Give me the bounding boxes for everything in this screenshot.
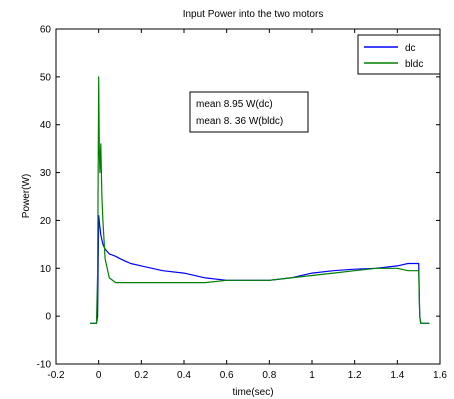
y-tick-label: 40: [40, 120, 52, 131]
y-tick-label: 10: [40, 264, 52, 275]
x-tick-label: 0.6: [220, 370, 234, 381]
x-tick-label: -0.2: [47, 370, 65, 381]
axes-frame: [55, 28, 441, 365]
y-tick-label: 30: [40, 168, 52, 179]
plot-area: -0.2 0 0.2 0.4 0.6 0.8 1 1.2 1.4 1.6 -10 0 10 20 30 40 5…: [37, 25, 448, 382]
x-tick-label: 0.8: [262, 370, 276, 381]
x-tick-label: 1.6: [433, 370, 447, 381]
annotation-box: mean 8.95 W(dc) mean 8. 36 W(bldc): [189, 91, 309, 133]
annotation-mean-dc: mean 8.95 W(dc): [196, 99, 273, 110]
y-tick-label: -10: [37, 360, 52, 371]
legend-label-dc: dc: [405, 43, 416, 54]
series-line-bldc: [90, 76, 430, 324]
series-line-dc: [90, 215, 430, 324]
x-axis-label: time(sec): [232, 387, 273, 398]
y-axis-label: Power(W): [21, 174, 32, 218]
legend-label-bldc: bldc: [405, 59, 423, 70]
annotation-box-frame: [189, 91, 309, 133]
chart-title: Input Power into the two motors: [183, 9, 324, 20]
x-tick-label: 0.4: [177, 370, 191, 381]
y-tick-label: 50: [40, 72, 52, 83]
y-tick-label: 20: [40, 216, 52, 227]
x-tick-label: 1.2: [348, 370, 362, 381]
legend: dc bldc: [357, 34, 441, 75]
y-tick-label: 0: [45, 312, 51, 323]
y-tick-label: 60: [40, 25, 52, 36]
x-tick-label: 0: [96, 370, 102, 381]
x-tick-label: 1: [309, 370, 315, 381]
annotation-mean-bldc: mean 8. 36 W(bldc): [196, 116, 283, 127]
x-tick-label: 1.4: [390, 370, 404, 381]
x-tick-label: 0.2: [134, 370, 148, 381]
legend-box: [357, 34, 441, 75]
